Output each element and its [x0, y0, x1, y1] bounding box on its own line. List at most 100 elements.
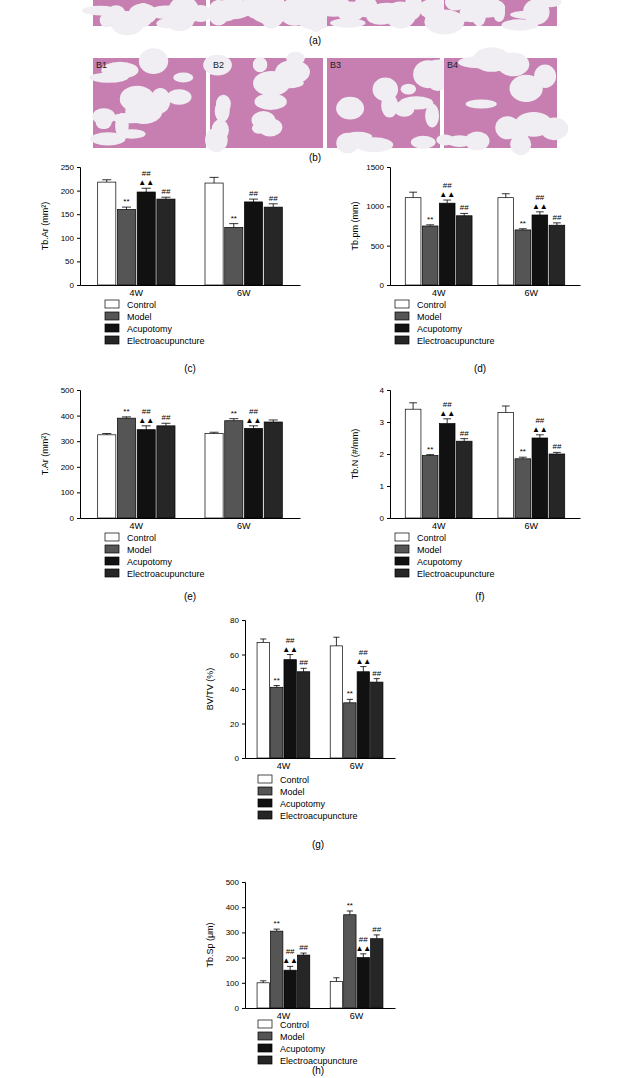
error-bar	[553, 223, 561, 225]
panel-a: (a)	[82, 0, 562, 46]
error-bar	[229, 224, 238, 228]
legend-swatch	[395, 557, 409, 565]
significance-marker: ##	[535, 193, 544, 202]
y-axis-title: Tb.N (#/mm)	[350, 429, 360, 480]
marrow-space	[173, 73, 193, 83]
panel-label: (f)	[475, 591, 484, 602]
legend-label: Acupotomy	[127, 557, 173, 567]
error-bar	[426, 454, 434, 456]
bar	[405, 198, 421, 285]
image-label: B1	[96, 60, 107, 70]
x-axis: 4W6W	[81, 518, 301, 531]
marrow-space	[89, 72, 128, 82]
legend-label: Acupotomy	[280, 799, 326, 809]
significance-marker: ##	[299, 943, 308, 952]
x-tick: 6W	[237, 518, 251, 531]
bar	[297, 955, 309, 1008]
marrow-space	[450, 0, 471, 9]
bar	[357, 958, 369, 1008]
significance-marker: ▲▲	[439, 409, 455, 418]
bar	[137, 192, 155, 285]
bar	[498, 412, 514, 518]
legend: ControlModelAcupotomyElectroacupuncture	[258, 1020, 358, 1066]
legend-label: Electroacupuncture	[127, 336, 205, 346]
y-tick: 150	[61, 210, 80, 219]
bar-chart: 012344W6WTb.N (#/mm)****##▲▲##▲▲####Cont…	[350, 386, 581, 602]
legend-swatch	[258, 811, 272, 819]
marrow-space	[355, 137, 393, 152]
y-tick-label: 0	[70, 281, 75, 290]
legend-swatch	[105, 569, 119, 577]
x-tick-label: 6W	[525, 521, 539, 531]
legend-label: Control	[417, 533, 446, 543]
plot-area	[405, 192, 564, 285]
legend: ControlModelAcupotomyElectroacupuncture	[105, 533, 205, 579]
significance-marker: **	[231, 214, 237, 223]
y-tick-mark	[77, 238, 80, 239]
bar	[284, 660, 296, 758]
bar	[157, 199, 175, 285]
y-tick-label: 0	[380, 281, 385, 290]
error-bar	[536, 435, 544, 438]
x-tick: 6W	[350, 758, 364, 771]
x-tick-label: 4W	[432, 288, 446, 298]
significance-marker: ▲▲	[532, 202, 548, 211]
error-bar	[249, 199, 258, 202]
bar	[422, 226, 438, 285]
plot-area	[98, 417, 283, 518]
significance-marker: ##	[142, 407, 151, 416]
panel-label: (d)	[474, 363, 486, 374]
error-bar	[553, 452, 561, 454]
x-tick-label: 4W	[130, 288, 144, 298]
y-tick-label: 1000	[366, 202, 384, 211]
y-tick-label: 50	[65, 257, 74, 266]
x-tick: 6W	[350, 1008, 364, 1021]
y-tick-label: 100	[61, 488, 75, 497]
panel-label: (h)	[312, 1065, 324, 1076]
y-tick-mark	[77, 285, 80, 286]
y-tick: 1	[380, 482, 390, 491]
annotations: ****##▲▲##▲▲####	[274, 901, 382, 965]
legend-swatch	[258, 1020, 272, 1028]
significance-marker: ##	[443, 181, 452, 190]
marrow-space	[458, 56, 498, 68]
y-axis-line	[387, 391, 391, 519]
x-axis-line	[246, 1008, 396, 1009]
significance-marker: **	[347, 689, 353, 698]
y-tick: 0	[380, 281, 390, 290]
y-tick-mark	[242, 958, 245, 959]
error-bar	[502, 194, 510, 198]
y-tick-label: 60	[230, 651, 239, 660]
bar	[422, 456, 438, 518]
y-tick-mark	[242, 689, 245, 690]
legend-label: Control	[280, 1020, 309, 1030]
legend: ControlModelAcupotomyElectroacupuncture	[395, 533, 495, 579]
error-bar	[102, 434, 111, 435]
bar	[284, 970, 296, 1008]
significance-marker: ##	[372, 669, 381, 678]
plot-area	[98, 177, 283, 285]
y-tick-label: 250	[61, 163, 75, 172]
x-tick-label: 6W	[350, 761, 364, 771]
y-tick-label: 20	[230, 720, 239, 729]
y-tick-mark	[77, 167, 80, 168]
y-tick-mark	[242, 983, 245, 984]
legend-label: Acupotomy	[417, 324, 463, 334]
y-tick: 400	[61, 412, 80, 421]
y-tick-mark	[387, 422, 390, 423]
bar	[137, 430, 155, 518]
x-axis-line	[391, 518, 581, 519]
y-tick: 250	[61, 163, 80, 172]
bar	[98, 182, 116, 285]
bar	[244, 202, 262, 285]
error-bar	[536, 212, 544, 215]
marrow-space	[336, 133, 359, 154]
y-tick: 100	[226, 979, 245, 988]
bar	[117, 209, 135, 285]
error-bar	[269, 204, 278, 207]
error-bar	[460, 213, 468, 215]
y-tick-label: 0	[235, 1004, 240, 1013]
marrow-space	[540, 117, 568, 140]
error-bar	[333, 978, 339, 982]
x-tick-label: 6W	[237, 288, 251, 298]
